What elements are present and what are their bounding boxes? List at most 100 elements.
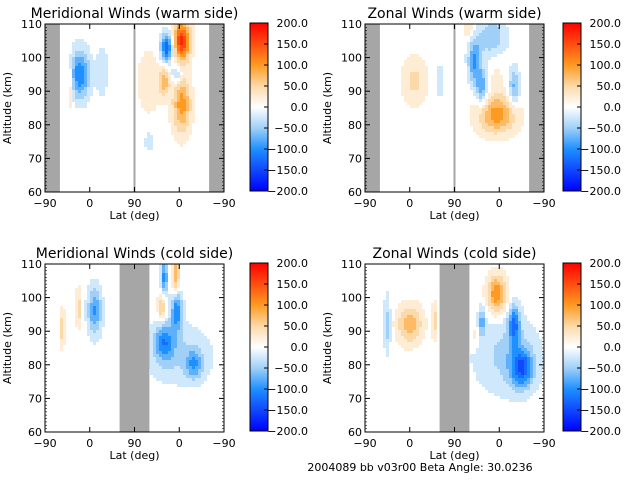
contour-cell	[168, 123, 171, 126]
contour-cell	[527, 345, 530, 348]
contour-cell	[413, 54, 416, 57]
contour-cell	[204, 339, 207, 342]
contour-cell	[171, 135, 174, 138]
contour-cell	[174, 270, 177, 273]
contour-cell	[180, 366, 183, 369]
contour-cell	[102, 294, 105, 297]
contour-cell	[494, 351, 497, 354]
contour-cell	[491, 333, 494, 336]
contour-cell	[174, 69, 177, 72]
contour-cell	[491, 339, 494, 342]
contour-cell	[189, 81, 192, 84]
contour-cell	[410, 78, 413, 81]
contour-cell	[509, 129, 512, 132]
contour-cell	[150, 144, 153, 147]
contour-cell	[201, 384, 204, 387]
contour-cell	[413, 63, 416, 66]
contour-cell	[389, 345, 392, 348]
contour-cell	[398, 342, 401, 345]
contour-cell	[518, 384, 521, 387]
contour-cell	[383, 336, 386, 339]
contour-cell	[521, 306, 524, 309]
contour-cell	[192, 123, 195, 126]
contour-cell	[198, 327, 201, 330]
contour-cell	[530, 396, 533, 399]
contour-cell	[189, 381, 192, 384]
contour-cell	[159, 333, 162, 336]
contour-cell	[192, 30, 195, 33]
contour-cell	[407, 87, 410, 90]
contour-cell	[482, 135, 485, 138]
contour-cell	[156, 63, 159, 66]
contour-cell	[189, 24, 192, 27]
contour-cell	[530, 384, 533, 387]
contour-cell	[204, 354, 207, 357]
contour-cell	[165, 33, 168, 36]
contour-cell	[542, 342, 544, 345]
contour-cell	[213, 345, 216, 348]
contour-cell	[485, 276, 488, 279]
contour-cell	[99, 45, 102, 48]
contour-cell	[398, 78, 401, 81]
contour-cell	[500, 114, 503, 117]
contour-cell	[201, 366, 204, 369]
contour-cell	[165, 78, 168, 81]
contour-cell	[186, 387, 189, 390]
contour-cell	[386, 357, 389, 360]
contour-cell	[96, 315, 99, 318]
contour-cell	[177, 123, 180, 126]
contour-cell	[491, 342, 494, 345]
contour-cell	[183, 27, 186, 30]
contour-cell	[96, 276, 99, 279]
contour-cell	[497, 123, 500, 126]
contour-cell	[503, 96, 506, 99]
contour-cell	[102, 48, 105, 51]
contour-cell	[533, 381, 536, 384]
x-axis-label: Lat (deg)	[430, 209, 480, 222]
contour-cell	[470, 24, 473, 27]
contour-cell	[159, 63, 162, 66]
contour-cell	[488, 108, 491, 111]
contour-cell	[410, 300, 413, 303]
contour-cell	[383, 333, 386, 336]
contour-cell	[422, 57, 425, 60]
contour-cell	[479, 306, 482, 309]
contour-cell	[395, 318, 398, 321]
contour-cell	[171, 267, 174, 270]
contour-cell	[488, 291, 491, 294]
contour-cell	[506, 111, 509, 114]
contour-cell	[96, 330, 99, 333]
contour-cell	[168, 318, 171, 321]
contour-cell	[425, 87, 428, 90]
contour-cell	[177, 351, 180, 354]
contour-cell	[195, 354, 198, 357]
contour-cell	[102, 87, 105, 90]
contour-cell	[87, 51, 90, 54]
contour-cell	[509, 348, 512, 351]
contour-cell	[425, 330, 428, 333]
contour-cell	[509, 384, 512, 387]
contour-cell	[482, 24, 485, 27]
contour-cell	[419, 60, 422, 63]
contour-cell	[416, 51, 419, 54]
contour-cell	[479, 132, 482, 135]
contour-cell	[192, 117, 195, 120]
contour-cell	[189, 369, 192, 372]
contour-cell	[105, 78, 108, 81]
contour-cell	[503, 138, 506, 141]
contour-cell	[491, 279, 494, 282]
contour-cell	[509, 363, 512, 366]
contour-cell	[189, 351, 192, 354]
contour-cell	[162, 330, 165, 333]
contour-cell	[509, 399, 512, 402]
contour-cell	[78, 318, 81, 321]
contour-cell	[521, 363, 524, 366]
contour-cell	[500, 393, 503, 396]
contour-cell	[506, 318, 509, 321]
contour-cell	[153, 336, 156, 339]
contour-cell	[494, 66, 497, 69]
contour-cell	[488, 96, 491, 99]
contour-cell	[186, 84, 189, 87]
contour-cell	[198, 357, 201, 360]
contour-cell	[440, 96, 443, 99]
